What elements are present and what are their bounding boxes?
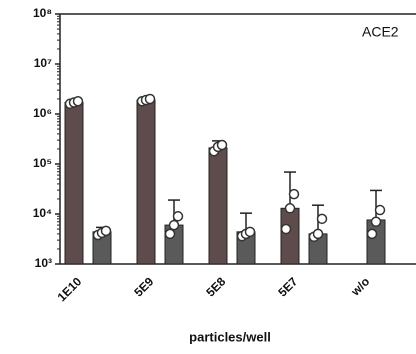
data-point [316, 213, 328, 225]
y-tick-label: 10⁸ [33, 6, 52, 20]
x-axis-label: particles/well [189, 329, 271, 344]
x-tick-label: 1E10 [55, 274, 85, 304]
y-tick-label: 10⁷ [34, 56, 52, 70]
y-tick-label: 10⁶ [33, 106, 52, 120]
x-tick-label: w/o [348, 274, 373, 299]
x-tick-label: 5E8 [203, 274, 228, 299]
data-point [288, 188, 300, 200]
y-tick-label: 10³ [35, 256, 52, 270]
bar [208, 147, 228, 265]
data-point [172, 211, 184, 222]
bar [64, 101, 84, 265]
data-point [374, 204, 386, 216]
bar [280, 207, 300, 265]
bar [136, 99, 156, 265]
data-point [244, 226, 256, 238]
data-point [312, 228, 324, 240]
data-point [370, 216, 382, 227]
data-point [144, 93, 156, 105]
data-point [168, 219, 180, 231]
data-point [366, 228, 378, 240]
data-point [164, 228, 176, 240]
data-point [216, 139, 228, 151]
chart-title: ACE2 [362, 24, 399, 40]
y-tick-label: 10⁵ [33, 156, 52, 170]
x-tick-label: 5E9 [131, 274, 156, 299]
x-tick-label: 5E7 [275, 274, 300, 299]
data-point [284, 203, 296, 214]
y-tick-label: 10⁴ [33, 206, 52, 220]
data-point [100, 225, 112, 237]
data-point [280, 223, 292, 235]
data-point [72, 95, 84, 107]
